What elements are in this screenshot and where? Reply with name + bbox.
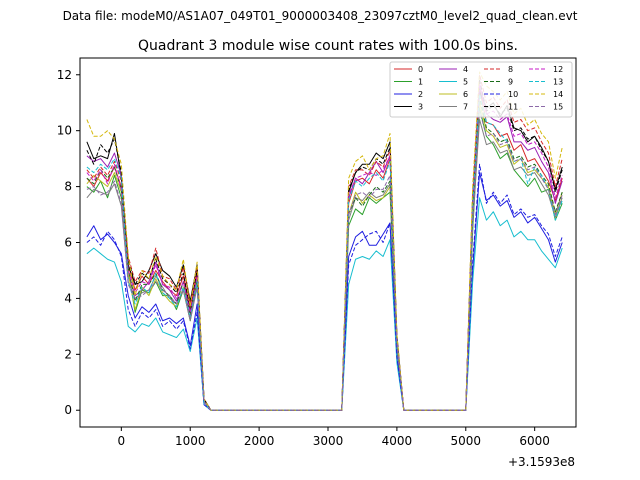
- legend-label-5: 5: [463, 78, 468, 87]
- y-tick-label: 10: [57, 124, 72, 138]
- x-tick-label: 6000: [519, 434, 550, 448]
- legend-label-8: 8: [508, 65, 513, 74]
- series-line-14: [86, 71, 563, 411]
- legend-label-11: 11: [508, 103, 518, 112]
- y-tick-label: 6: [64, 236, 72, 250]
- legend-label-0: 0: [418, 65, 423, 74]
- y-tick-label: 0: [64, 403, 72, 417]
- legend-label-2: 2: [418, 90, 423, 99]
- y-tick-label: 4: [64, 291, 72, 305]
- legend-label-13: 13: [553, 78, 563, 87]
- x-tick-label: 4000: [382, 434, 413, 448]
- y-tick-label: 12: [57, 68, 72, 82]
- x-tick-label: 5000: [451, 434, 482, 448]
- suptitle: Data file: modeM0/AS1A07_049T01_90000034…: [63, 9, 578, 23]
- x-offset-label: +3.1593e8: [508, 455, 575, 469]
- legend-label-7: 7: [463, 103, 468, 112]
- x-tick-label: 2000: [244, 434, 275, 448]
- legend-frame: [389, 61, 573, 118]
- x-tick-label: 0: [118, 434, 126, 448]
- chart-title: Quadrant 3 module wise count rates with …: [138, 38, 518, 54]
- legend-label-1: 1: [418, 78, 423, 87]
- legend-label-6: 6: [463, 90, 468, 99]
- x-tick-label: 1000: [175, 434, 206, 448]
- y-axis: 0 2 4 6 8 10 12: [57, 68, 80, 417]
- legend-label-3: 3: [418, 103, 423, 112]
- legend-label-15: 15: [553, 103, 563, 112]
- series-line-15: [86, 110, 563, 411]
- legend-label-12: 12: [553, 65, 563, 74]
- x-axis: 0 1000 2000 3000 4000 5000 6000: [118, 427, 550, 448]
- legend-label-9: 9: [508, 78, 513, 87]
- legend-label-4: 4: [463, 65, 468, 74]
- legend-label-14: 14: [553, 90, 563, 99]
- y-tick-label: 2: [64, 347, 72, 361]
- x-tick-label: 3000: [313, 434, 344, 448]
- series-line-11: [86, 79, 563, 411]
- legend-label-10: 10: [508, 90, 518, 99]
- y-tick-label: 8: [64, 180, 72, 194]
